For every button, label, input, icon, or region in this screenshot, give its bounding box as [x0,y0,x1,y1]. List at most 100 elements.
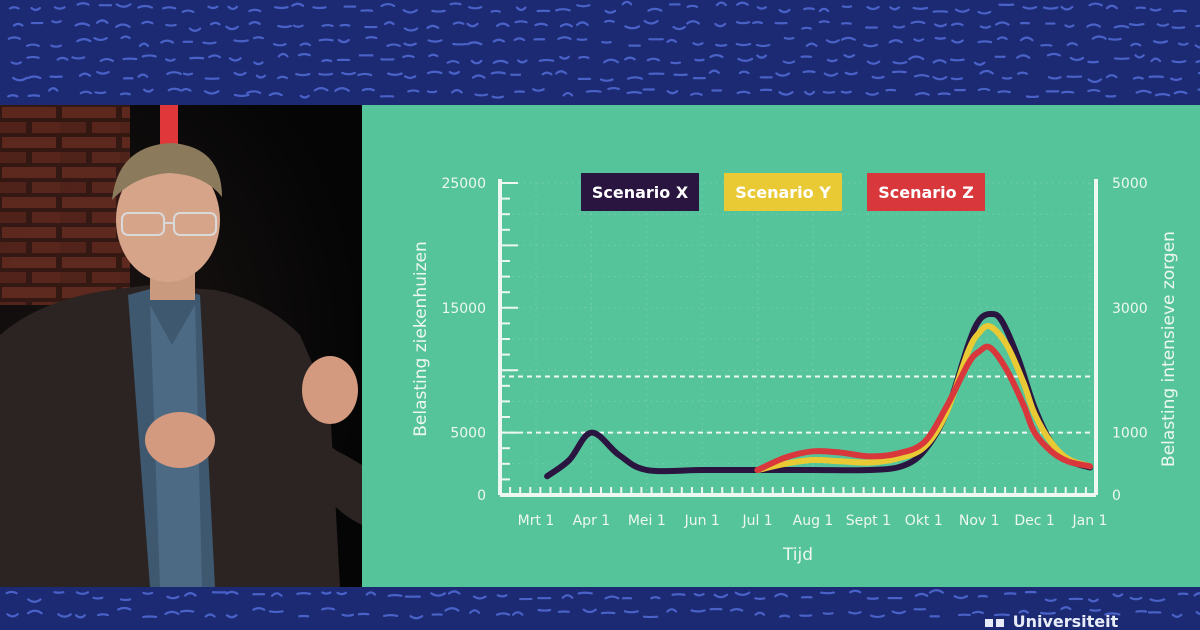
squiggle-mark [534,22,548,27]
squiggle-mark [1086,23,1101,28]
squiggle-mark [708,69,720,74]
squiggle-mark [671,593,686,596]
y2-tick-label: 1000 [1112,426,1148,442]
squiggle-mark [973,61,986,66]
squiggle-mark [166,595,180,600]
squiggle-mark [164,58,176,62]
squiggle-mark [672,25,687,31]
squiggle-mark [979,69,994,75]
squiggle-mark [514,20,528,24]
squiggle-mark [74,22,91,27]
squiggle-mark [755,43,771,48]
red-stage-element [160,105,178,145]
squiggle-mark [79,90,93,95]
squiggle-mark [1089,608,1101,612]
y-axis-title: Belasting ziekenhuizen [411,241,431,436]
squiggle-mark [365,591,377,596]
squiggle-mark [496,594,508,598]
squiggle-mark [783,36,795,40]
squiggle-mark [979,25,992,29]
reference-lines [500,375,1096,434]
squiggle-mark [357,72,373,77]
squiggle-mark [1153,40,1169,44]
squiggle-mark [1154,93,1171,97]
squiggle-mark [977,87,991,92]
squiggle-mark [934,23,948,28]
squiggle-mark [164,610,180,616]
squiggle-mark [402,54,415,59]
squiggle-mark [555,70,568,75]
squiggle-mark [361,87,375,92]
squiggle-mark [863,43,879,48]
squiggle-mark [1087,598,1099,603]
squiggle-mark [167,87,182,92]
squiggle-mark [603,58,620,64]
squiggle-mark [208,54,221,59]
x-tick-label: Dec 1 [1014,513,1054,529]
squiggle-mark [736,90,751,95]
squiggle-mark [626,76,643,80]
squiggle-mark [341,613,354,617]
squiggle-mark [1195,59,1200,64]
squiggle-mark [407,89,420,93]
squiggle-mark [141,20,154,25]
squiggle-mark [994,21,1010,26]
squiggle-mark [321,23,334,27]
squiggle-mark [1047,76,1062,80]
squiggle-mark [736,1,749,6]
squiggle-mark [840,90,852,94]
squiggle-mark [950,22,964,27]
squiggle-mark [47,87,59,92]
squiggle-mark [803,7,815,11]
squiggle-mark [666,38,677,43]
squiggle-mark [690,609,706,613]
squiggle-mark [1087,78,1103,83]
squiggle-mark [993,613,1010,617]
chart-series [544,310,1093,480]
squiggle-mark [403,75,417,80]
university-logo: Universiteit [985,612,1118,630]
squiggle-mark [692,42,704,46]
logo-text: Universiteit [1012,612,1119,630]
squiggle-mark [951,39,964,44]
squiggle-mark [51,20,62,24]
squiggle-mark [541,71,553,76]
squiggle-mark [428,53,439,58]
squiggle-mark [207,5,219,10]
squiggle-mark [99,57,114,62]
y-tick-label: 25000 [441,176,486,192]
squiggle-mark [1132,76,1144,80]
squiggle-mark [334,87,350,92]
squiggle-mark [932,76,948,81]
squiggle-mark [666,90,679,95]
squiggle-mark [561,594,574,599]
squiggle-mark [299,94,310,99]
squiggle-mark [693,592,705,597]
squiggle-mark [555,8,571,12]
squiggle-mark [604,9,617,14]
squiggle-mark [402,9,418,14]
y-tick-label: 5000 [450,426,486,442]
squiggle-mark [209,21,221,26]
squiggle-mark [446,59,460,64]
squiggle-mark [292,24,304,28]
squiggle-mark [115,3,132,8]
squiggle-mark [321,591,332,595]
squiggle-mark [1171,613,1183,618]
squiggle-mark [225,590,239,595]
squiggle-mark [252,36,264,40]
squiggle-mark [273,6,289,10]
speaker-image [0,105,362,587]
legend-box [867,173,985,211]
squiggle-mark [53,591,65,594]
squiggle-mark [1091,35,1107,40]
squiggle-mark [849,589,862,594]
squiggle-mark [1135,6,1146,10]
squiggle-mark [869,614,885,619]
squiggle-mark [384,21,395,26]
squiggle-mark [137,73,149,78]
squiggle-mark [928,589,945,594]
squiggle-mark [914,92,930,96]
squiggle-mark [268,92,283,97]
squiggle-mark [908,55,925,61]
